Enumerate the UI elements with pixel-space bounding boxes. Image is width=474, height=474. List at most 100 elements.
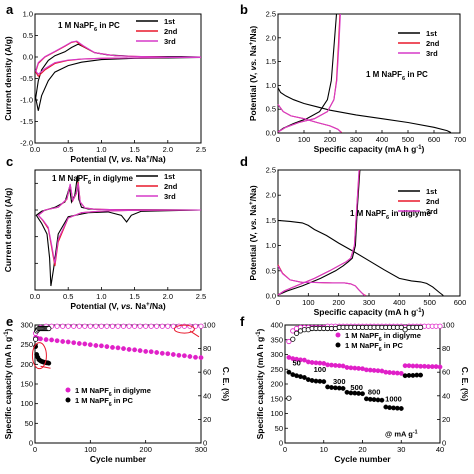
y-tick-label: -1.0 bbox=[20, 96, 33, 105]
y2-tick-label: 100 bbox=[203, 321, 216, 330]
point-C.E. diglyme bbox=[109, 323, 116, 329]
electrolyte-annotation: 1 M NaPF6 in PC bbox=[58, 21, 120, 33]
rate-label: 1000 bbox=[385, 395, 402, 404]
series-line-1st bbox=[35, 175, 202, 287]
point-C.E. diglyme bbox=[76, 323, 82, 329]
y-axis-label: Potential (V, vs. Na+/Na) bbox=[248, 26, 258, 121]
y-tick-label: 350 bbox=[270, 335, 283, 344]
panel-label-a: a bbox=[6, 2, 14, 17]
x-tick-label: 0 bbox=[276, 135, 280, 144]
point-1 M NaPF6 in diglyme bbox=[181, 353, 187, 359]
point-1 M NaPF6 in PC bbox=[344, 389, 350, 395]
y2-tick-label: 20 bbox=[203, 415, 211, 424]
x-tick-label: 2.0 bbox=[163, 292, 173, 301]
y-tick-label: 0.5 bbox=[266, 266, 276, 275]
y2-tick-label: 60 bbox=[203, 368, 211, 377]
series-line-2nd bbox=[277, 104, 343, 133]
x-axis-label: Potential (V, vs. Na+/Na) bbox=[70, 301, 165, 311]
point-1 M NaPF6 in diglyme bbox=[143, 348, 149, 354]
panel-label-d: d bbox=[240, 154, 248, 169]
x-tick-label: 1.5 bbox=[129, 145, 139, 154]
legend-label-3rd: 3rd bbox=[426, 207, 438, 216]
legend-label: 1 M NaPF6 in diglyme bbox=[75, 386, 151, 398]
legend-label: 1 M NaPF6 in PC bbox=[75, 396, 134, 408]
point-C.E. diglyme bbox=[148, 323, 154, 329]
x-tick-label: 20 bbox=[358, 445, 366, 454]
point-C.E. diglyme bbox=[192, 323, 199, 329]
y-axis-label: Specific capacity (mA h g-1) bbox=[3, 328, 13, 439]
x-tick-label: 100 bbox=[302, 298, 315, 307]
x-tick-label: 10 bbox=[320, 445, 328, 454]
point-1 M NaPF6 in PC bbox=[294, 373, 299, 379]
legend-marker bbox=[65, 397, 71, 403]
point-C.E. diglyme bbox=[87, 323, 93, 329]
point-C.E. diglyme bbox=[93, 323, 99, 329]
electrolyte-annotation: 1 M NaPF6 in PC bbox=[366, 70, 428, 82]
y-tick-label: 1.0 bbox=[23, 10, 33, 19]
y-tick-label: 2.5 bbox=[266, 166, 276, 175]
panel-b: b 0 100 200 300 400 500 600 700 0.0 0.5 1.0 1.5 2.0 2.… bbox=[240, 2, 466, 154]
x-tick-label: 200 bbox=[139, 445, 152, 454]
point-C.E. diglyme bbox=[286, 338, 292, 345]
point-C.E. PC bbox=[286, 395, 292, 401]
panel-e: e0 100 200 30005010015020025030002040608010… bbox=[3, 314, 231, 464]
y-tick-label: 0.5 bbox=[23, 31, 33, 40]
point-1 M NaPF6 in PC bbox=[398, 406, 404, 411]
series-line-1st bbox=[277, 87, 452, 133]
point-1 M NaPF6 in PC bbox=[321, 379, 327, 384]
point-1 M NaPF6 in diglyme bbox=[165, 351, 171, 357]
y2-tick-label: 60 bbox=[442, 368, 450, 377]
x-tick-label: 200 bbox=[332, 298, 345, 307]
y-tick-label: 150 bbox=[20, 380, 33, 389]
legend-marker bbox=[65, 387, 71, 393]
y-tick-label: 400 bbox=[270, 321, 283, 330]
x-tick-label: 1.5 bbox=[129, 292, 139, 301]
y-tick-label: 2.5 bbox=[266, 10, 276, 19]
legend-label-3rd: 3rd bbox=[164, 37, 176, 46]
point-1 M NaPF6 in diglyme bbox=[437, 364, 443, 370]
point-C.E. diglyme bbox=[154, 323, 160, 329]
legend-label-2nd: 2nd bbox=[164, 27, 178, 36]
point-1 M NaPF6 in diglyme bbox=[65, 339, 71, 345]
x-tick-label: 500 bbox=[402, 135, 415, 144]
x-tick-label: 1.0 bbox=[96, 292, 106, 301]
point-C.E. diglyme bbox=[104, 323, 110, 329]
x-tick-label: 600 bbox=[454, 298, 467, 307]
rate-label: 100 bbox=[314, 365, 327, 374]
point-C.E. PC bbox=[293, 330, 300, 336]
x-tick-label: 2.5 bbox=[196, 292, 206, 301]
series-line-1st bbox=[277, 219, 444, 296]
x-tick-label: 100 bbox=[298, 135, 311, 144]
point-C.E. diglyme bbox=[65, 323, 71, 329]
point-C.E. diglyme bbox=[290, 328, 296, 334]
point-C.E. diglyme bbox=[98, 323, 105, 329]
point-C.E. PC bbox=[417, 324, 424, 330]
point-1 M NaPF6 in diglyme bbox=[115, 345, 121, 351]
legend-label-2nd: 2nd bbox=[426, 197, 440, 206]
y-tick-label: 100 bbox=[20, 399, 33, 408]
y2-axis-label: C. E. (%) bbox=[460, 367, 470, 402]
x-tick-label: 30 bbox=[397, 445, 405, 454]
x-tick-label: 0 bbox=[33, 445, 37, 454]
x-tick-label: 0.0 bbox=[30, 292, 40, 301]
x-tick-label: 700 bbox=[454, 135, 467, 144]
y-tick-label: 250 bbox=[270, 365, 283, 374]
panel-a: a 0.0 0.5 1.0 1.5 2.0 2.5 -2.0 -1.5 -1.0 -0.5 0.0 0.… bbox=[3, 2, 206, 164]
point-1 M NaPF6 in diglyme bbox=[49, 337, 54, 343]
y-tick-label: 0 bbox=[29, 439, 33, 448]
point-C.E. diglyme bbox=[170, 323, 176, 329]
y2-tick-label: 40 bbox=[203, 391, 211, 400]
rate-label: 300 bbox=[333, 377, 346, 386]
electrolyte-annotation: 1 M NaPF6 in diglyme bbox=[350, 209, 431, 221]
point-1 M NaPF6 in diglyme bbox=[301, 357, 307, 363]
series-line-3rd bbox=[277, 265, 366, 297]
y2-axis-label: C. E. (%) bbox=[221, 367, 231, 402]
y-tick-label: 1.0 bbox=[266, 241, 276, 250]
point-C.E. PC bbox=[32, 336, 39, 342]
point-1 M NaPF6 in PC bbox=[360, 391, 365, 397]
series-line-3rd bbox=[277, 104, 342, 133]
series-line-1st-charge bbox=[277, 169, 361, 296]
y-tick-label: 1.0 bbox=[266, 81, 276, 90]
panel-label-b: b bbox=[240, 2, 248, 17]
x-axis-label: Potential (V, vs. Na+/Na) bbox=[70, 154, 165, 164]
